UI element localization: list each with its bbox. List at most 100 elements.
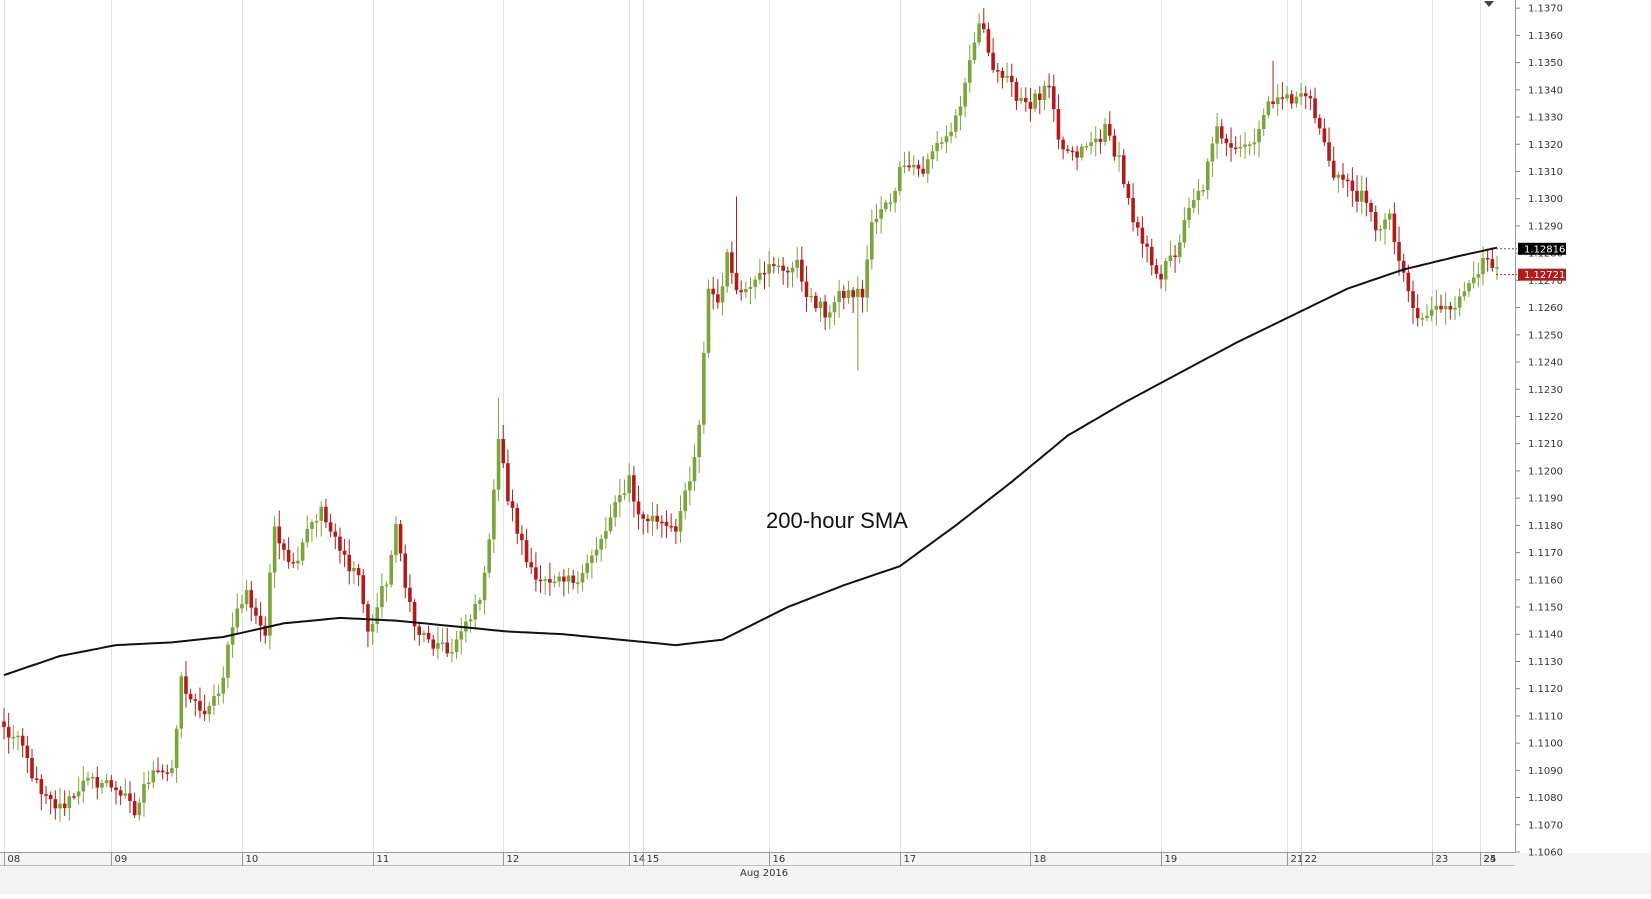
sma-badge-background: [1518, 242, 1566, 255]
candle-body: [1126, 184, 1131, 198]
candle-body: [436, 643, 440, 649]
candle-body: [1056, 109, 1061, 140]
candle-body: [1275, 97, 1280, 105]
candle-body: [235, 608, 240, 628]
candle-body: [1415, 307, 1420, 319]
candle-body: [1191, 200, 1196, 208]
candle-body: [856, 288, 860, 298]
candle-body: [1471, 277, 1476, 284]
candle-body: [1429, 309, 1434, 316]
candle-body: [1028, 102, 1033, 109]
candle-body: [370, 624, 375, 632]
x-tick-label: 18: [1034, 854, 1047, 865]
candle-body: [174, 728, 179, 769]
y-tick-label: 1.1250: [1528, 330, 1563, 341]
candle-body: [16, 735, 20, 738]
candle-body: [995, 70, 1000, 72]
candle-body: [1187, 207, 1191, 221]
candle-body: [1182, 220, 1187, 243]
candle-body: [935, 143, 939, 152]
candle-body: [1089, 142, 1093, 147]
candle-body: [90, 776, 95, 779]
candle-body: [529, 562, 534, 568]
candle-body: [319, 506, 324, 521]
candle-body: [1252, 142, 1257, 145]
candle-body: [1135, 222, 1140, 228]
candle-body: [730, 252, 734, 273]
candle-body: [282, 543, 286, 550]
candle-body: [981, 23, 986, 30]
candle-body: [249, 590, 254, 608]
candle-body: [123, 793, 128, 796]
candle-body: [212, 695, 216, 706]
candle-body: [804, 281, 809, 297]
candle-body: [594, 549, 599, 556]
candle-body: [571, 575, 576, 583]
candle-body: [1168, 255, 1173, 261]
candle-body: [1196, 190, 1201, 201]
candle-body: [632, 475, 636, 502]
month-label: Aug 2016: [740, 868, 788, 879]
candle-body: [179, 676, 184, 729]
candle-body: [1485, 258, 1490, 260]
candle-body: [445, 642, 450, 654]
candle-body: [230, 627, 235, 645]
candle-body: [660, 521, 664, 524]
candle-body: [118, 790, 123, 796]
candle-body: [1443, 306, 1448, 310]
candle-body: [48, 794, 53, 800]
candle-body: [128, 793, 132, 802]
candle-body: [925, 159, 930, 174]
candle-body: [795, 259, 799, 268]
candle-body: [95, 776, 100, 788]
candle-body: [758, 272, 762, 280]
candle-body: [1229, 143, 1233, 148]
candle-body: [683, 490, 687, 512]
candle-body: [1481, 258, 1485, 275]
candle-body: [646, 518, 650, 522]
sma-annotation: 200-hour SMA: [766, 508, 908, 533]
candle-body: [809, 295, 813, 298]
y-tick-label: 1.1220: [1528, 412, 1563, 423]
candle-body: [944, 136, 949, 143]
collapse-arrow-icon[interactable]: [1484, 1, 1494, 7]
candle-body: [1103, 123, 1107, 142]
y-tick-label: 1.1350: [1528, 58, 1563, 69]
candle-body: [300, 542, 305, 561]
candle-body: [613, 502, 617, 518]
x-tick-label: 14: [633, 854, 646, 865]
candle-body: [972, 42, 977, 61]
candle-body: [380, 585, 384, 608]
candle-body: [930, 151, 935, 160]
y-tick-label: 1.1130: [1528, 657, 1563, 668]
candle-body: [151, 770, 156, 783]
candle-body: [34, 778, 39, 780]
candle-body: [198, 700, 202, 711]
candle-body: [1406, 272, 1411, 292]
candle-body: [478, 600, 482, 604]
candle-body: [408, 587, 412, 603]
candle-body: [506, 463, 510, 502]
candle-body: [921, 168, 925, 174]
candle-body: [702, 353, 706, 425]
candle-body: [599, 538, 603, 550]
candle-body: [1303, 93, 1308, 97]
candle-body: [1313, 98, 1317, 119]
y-tick-label: 1.1140: [1528, 630, 1563, 641]
candle-body: [1439, 305, 1443, 310]
candle-body: [207, 705, 212, 715]
candle-body: [664, 521, 669, 526]
candle-body: [1317, 118, 1322, 129]
candle-body: [580, 572, 585, 583]
y-tick-label: 1.1080: [1528, 793, 1563, 804]
candle-body: [604, 530, 608, 539]
candle-body: [716, 294, 720, 303]
y-tick-label: 1.1090: [1528, 766, 1563, 777]
candle-body: [776, 265, 781, 268]
candle-body: [916, 164, 921, 169]
candle-body: [184, 676, 188, 694]
candle-body: [627, 475, 631, 494]
candle-body: [1107, 123, 1112, 136]
candle-body: [338, 536, 342, 551]
y-tick-label: 1.1100: [1528, 739, 1563, 750]
